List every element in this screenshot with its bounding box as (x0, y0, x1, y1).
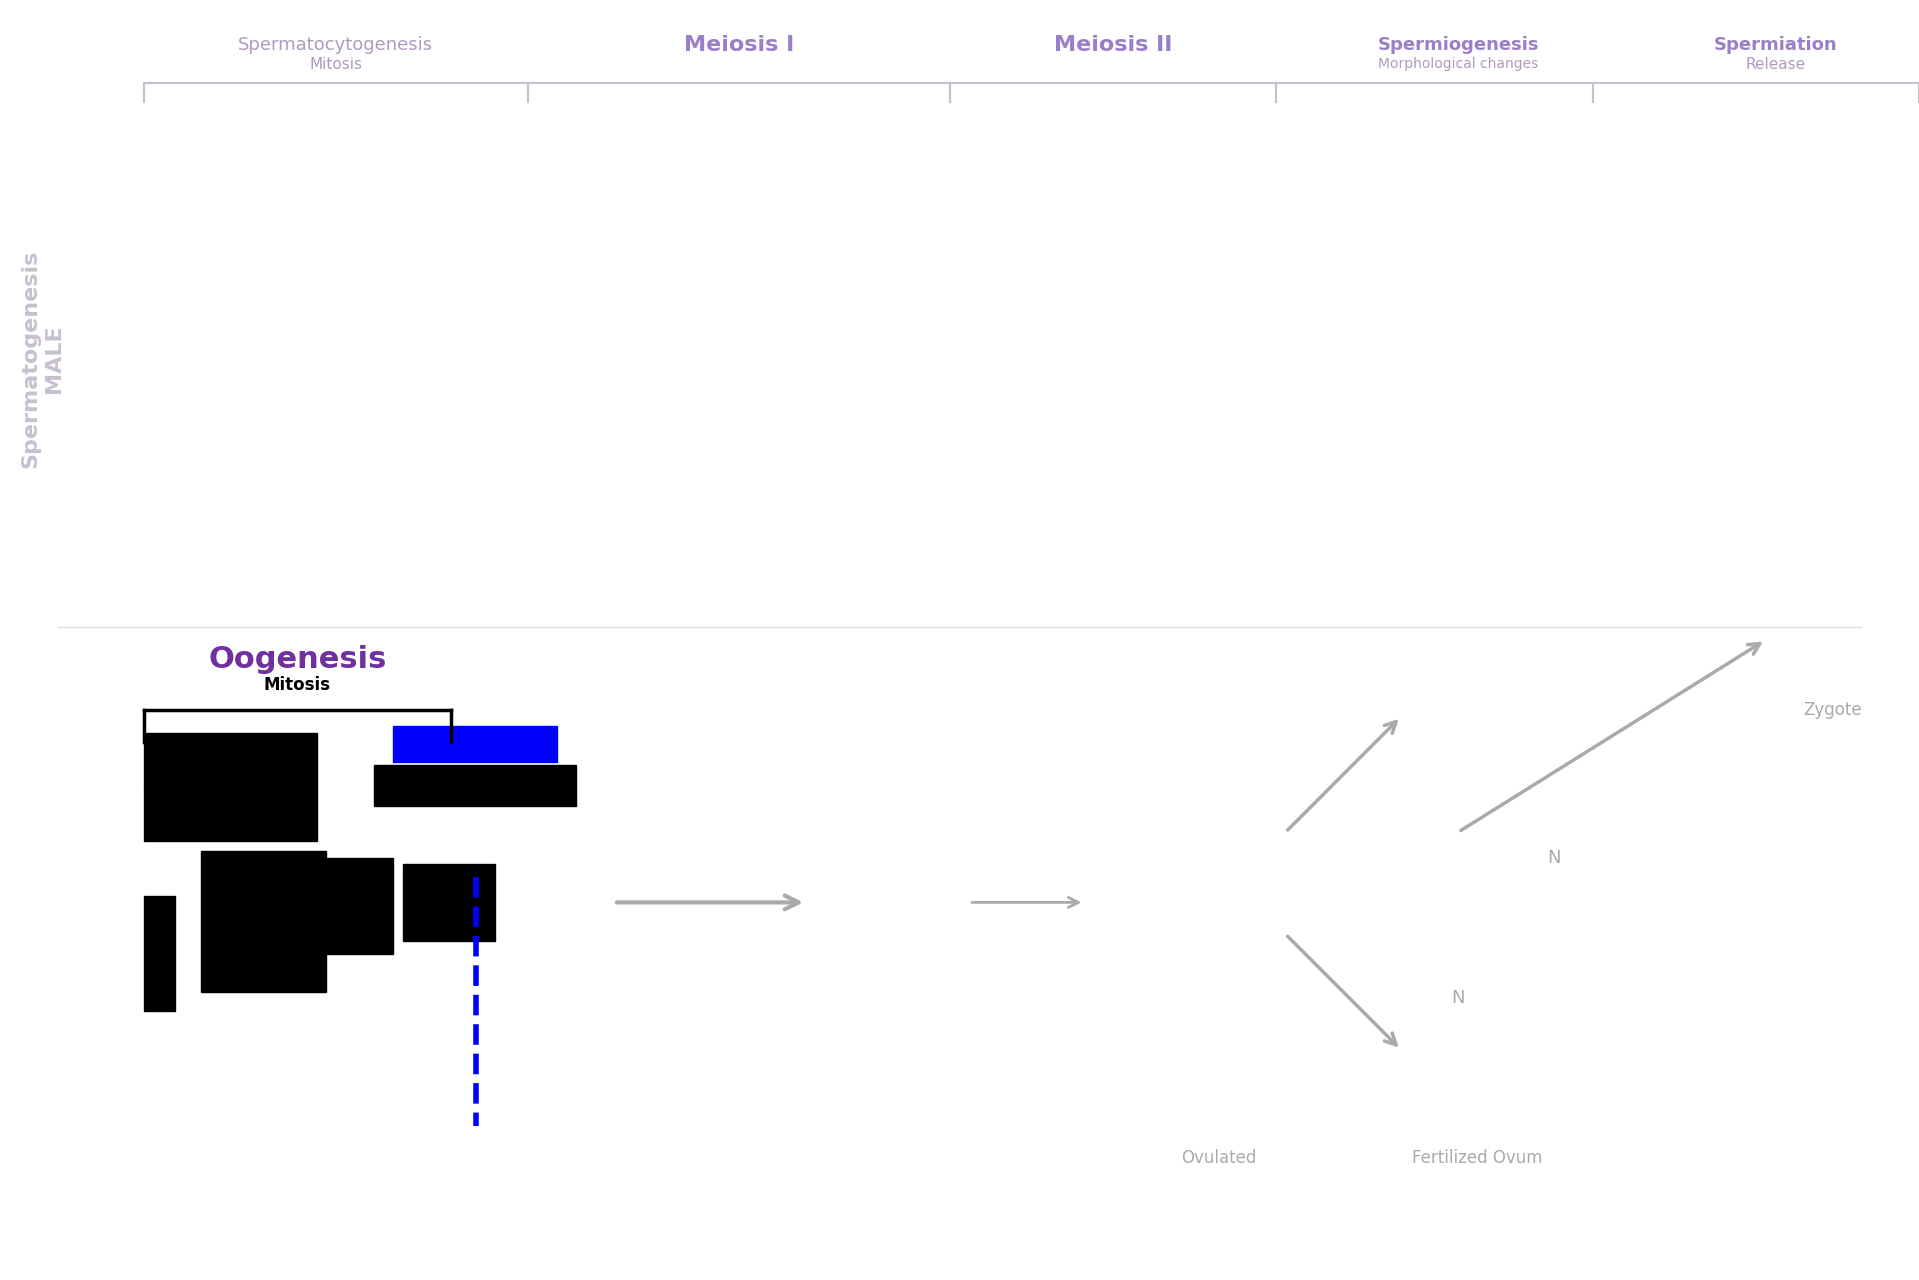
Bar (201, 851, 326, 992)
Text: Spermatocytogenesis: Spermatocytogenesis (238, 36, 434, 54)
Text: Spermiogenesis: Spermiogenesis (1378, 36, 1539, 54)
Bar (144, 896, 175, 1011)
Bar (374, 765, 576, 806)
Bar (144, 787, 317, 841)
Text: Spermiation: Spermiation (1714, 36, 1836, 54)
Text: Morphological changes: Morphological changes (1378, 58, 1539, 70)
Text: Oogenesis: Oogenesis (209, 645, 386, 673)
Text: Meiosis II: Meiosis II (1054, 35, 1173, 55)
Text: Fertilized Ovum: Fertilized Ovum (1412, 1149, 1543, 1167)
Bar (403, 864, 495, 941)
Bar (278, 858, 393, 954)
Text: Ovulated: Ovulated (1180, 1149, 1257, 1167)
Text: Mitosis: Mitosis (265, 676, 330, 694)
Text: Meiosis I: Meiosis I (683, 35, 794, 55)
Text: Release: Release (1744, 56, 1806, 72)
Text: N: N (1451, 989, 1466, 1007)
Text: Mitosis: Mitosis (309, 56, 363, 72)
Bar (144, 733, 317, 787)
Bar (393, 726, 557, 762)
Text: Zygote: Zygote (1802, 701, 1861, 719)
Text: Spermatogenesis
MALE: Spermatogenesis MALE (21, 250, 63, 467)
Text: N: N (1547, 849, 1562, 867)
